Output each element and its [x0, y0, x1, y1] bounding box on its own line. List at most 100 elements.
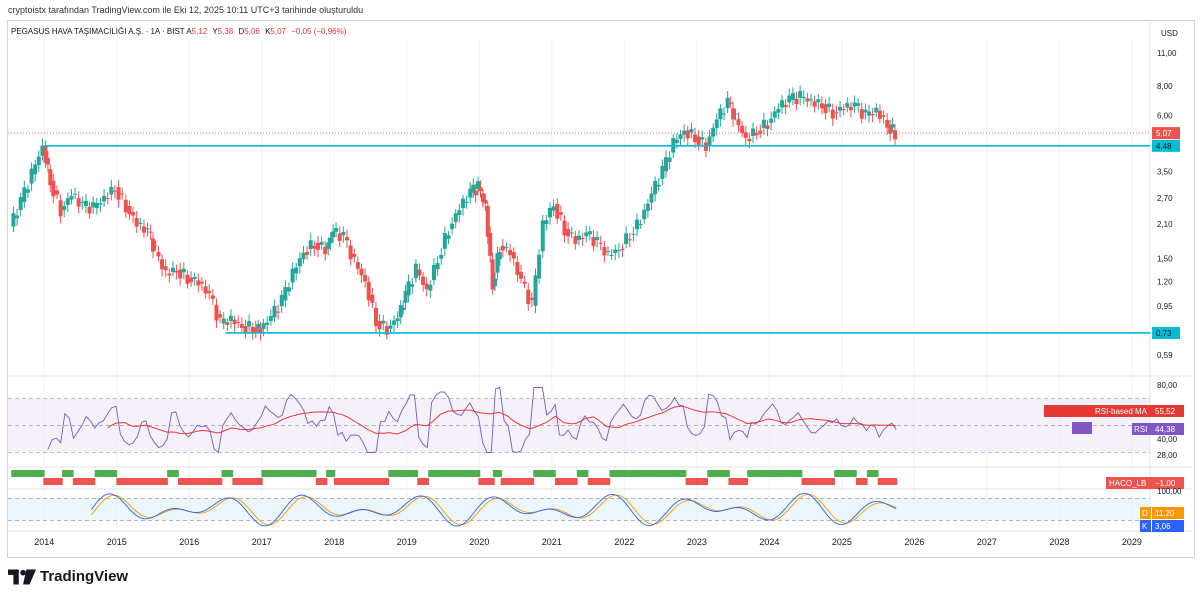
candle-body	[714, 119, 719, 128]
candle-body	[355, 262, 360, 269]
candle-body	[80, 201, 85, 203]
candle-body	[476, 181, 481, 189]
candle-body	[751, 128, 756, 136]
tradingview-footer[interactable]: TradingView	[8, 568, 128, 585]
candle-body	[577, 235, 581, 240]
rsi-name-label: RSI	[1134, 425, 1147, 434]
haco-bar	[98, 470, 103, 477]
haco-bar	[250, 478, 255, 485]
candle-body	[40, 145, 45, 156]
candle-body	[25, 189, 30, 193]
haco-bar	[428, 470, 433, 477]
candle-body	[11, 213, 16, 227]
candle-body	[483, 199, 488, 204]
candle-body	[769, 118, 774, 123]
candle-body	[328, 237, 333, 244]
candle-body	[73, 193, 78, 195]
candle-body	[178, 269, 183, 279]
level-price-badge	[1152, 139, 1180, 152]
candle-body	[15, 215, 20, 219]
stoch-k-value-badge	[1152, 520, 1184, 532]
candle-body	[602, 246, 607, 256]
haco-bar	[80, 478, 85, 485]
candle-body	[529, 297, 534, 300]
haco-bar	[76, 478, 81, 485]
candle-body	[624, 233, 629, 245]
tradingview-brand: TradingView	[40, 568, 129, 585]
haco-bar	[228, 470, 234, 477]
haco-bar	[54, 478, 60, 485]
candle-body	[424, 283, 429, 290]
haco-bar	[490, 478, 495, 485]
candle-body	[728, 102, 733, 104]
haco-bar	[736, 478, 741, 485]
haco-bar	[348, 478, 353, 485]
candle-body	[725, 97, 730, 109]
candle-body	[493, 278, 498, 287]
low-label: D	[238, 27, 245, 36]
candle-body	[160, 259, 165, 270]
rsi-ma-value-label: 55,52	[1155, 407, 1176, 416]
rsi-ma-value-badge	[1152, 405, 1184, 417]
haco-bar	[424, 478, 429, 485]
candle-body	[540, 220, 545, 252]
stoch-k-name-badge	[1140, 520, 1151, 532]
haco-bar	[51, 478, 56, 485]
haco-bar	[522, 478, 527, 485]
candle-body	[268, 316, 273, 322]
haco-bar	[569, 478, 574, 485]
price-tick-label: 1,20	[1157, 278, 1173, 287]
haco-bar	[29, 470, 34, 477]
haco-bar	[255, 478, 261, 485]
candle-body	[138, 222, 143, 224]
year-tick-label: 2015	[107, 537, 127, 547]
rsi-tick-label: 40,00	[1157, 435, 1178, 444]
haco-bar	[526, 478, 531, 485]
symbol-name[interactable]: PEGASUS HAVA TAŞIMACILIĞI A.Ş. · 1A · BI…	[11, 27, 185, 36]
haco-bar	[483, 478, 488, 485]
candle-body	[569, 232, 574, 234]
haco-bar	[609, 470, 614, 477]
candle-body	[141, 226, 146, 233]
haco-bar	[18, 470, 23, 477]
candle-body	[500, 245, 505, 251]
candle-body	[682, 130, 687, 135]
candle-body	[225, 322, 230, 325]
haco-bar	[692, 478, 698, 485]
candle-body	[189, 277, 194, 283]
symbol-legend: PEGASUS HAVA TAŞIMACILIĞI A.Ş. · 1A · BI…	[11, 27, 349, 36]
candle-body	[718, 108, 723, 120]
haco-bar	[279, 470, 284, 477]
haco-bar	[341, 478, 346, 485]
rsi-line	[47, 386, 897, 454]
candle-body	[649, 193, 654, 203]
haco-bar	[703, 478, 709, 485]
haco-bar	[576, 470, 582, 477]
haco-bar	[558, 478, 564, 485]
candle-body	[754, 133, 759, 136]
haco-bar	[797, 470, 803, 477]
candle-body	[163, 266, 168, 271]
candle-body	[69, 195, 74, 200]
candle-body	[631, 233, 636, 235]
year-tick-label: 2022	[614, 537, 634, 547]
haco-bar	[301, 470, 306, 477]
haco-name-label: HACO_LB	[1109, 479, 1146, 488]
rsi-series-badge	[1044, 405, 1092, 417]
haco-bar	[887, 478, 893, 485]
haco-bar	[475, 470, 481, 477]
candle-body	[370, 294, 375, 303]
candle-body	[653, 180, 658, 195]
candle-body	[722, 113, 727, 115]
rsi-tick-label: 80,00	[1157, 381, 1178, 390]
candle-body	[635, 219, 640, 230]
haco-bar	[268, 470, 274, 477]
candle-body	[120, 193, 125, 195]
candle-body	[76, 198, 81, 207]
candle-body	[508, 249, 513, 256]
currency-label[interactable]: USD	[1161, 29, 1178, 38]
haco-bar	[656, 470, 661, 477]
haco-bar	[141, 478, 147, 485]
chart-frame[interactable]	[7, 20, 1195, 558]
